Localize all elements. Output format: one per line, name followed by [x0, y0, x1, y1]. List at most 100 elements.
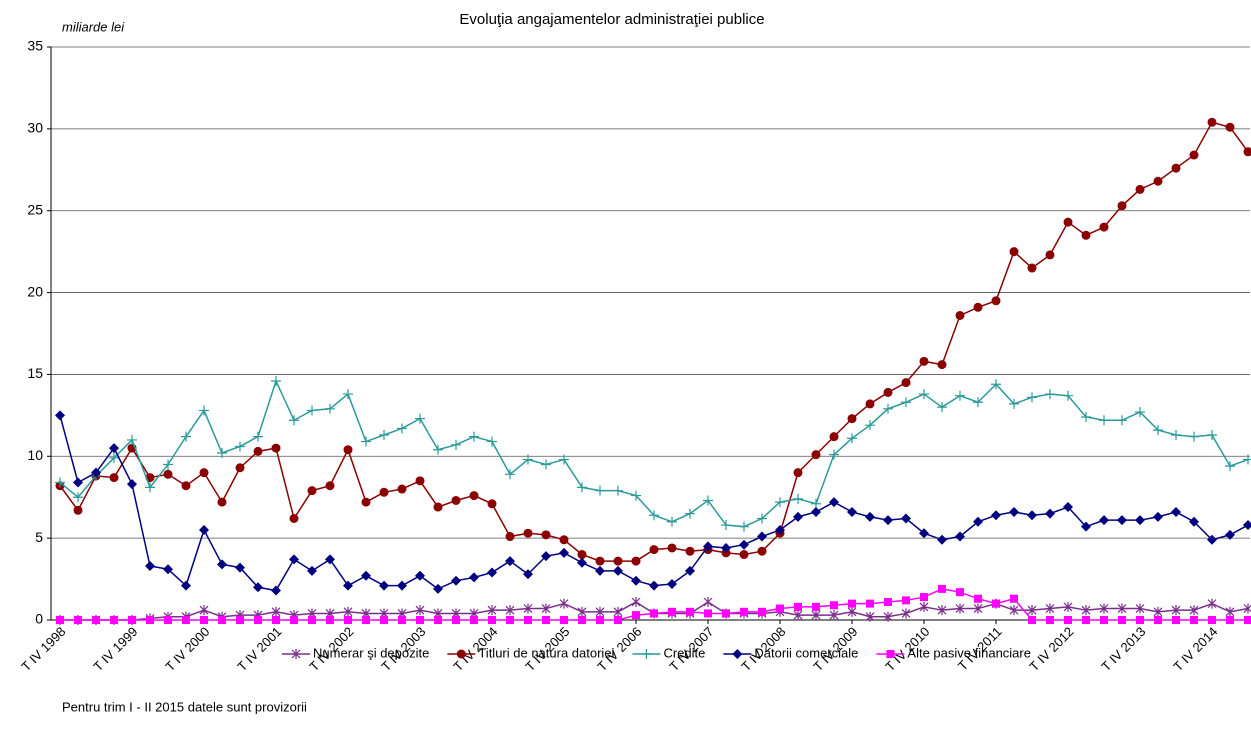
marker: [272, 616, 280, 624]
marker: [290, 616, 298, 624]
marker: [218, 616, 226, 624]
marker: [595, 485, 605, 496]
marker: [487, 567, 497, 578]
marker: [919, 356, 929, 366]
marker: [577, 606, 587, 617]
marker: [1190, 616, 1198, 624]
marker: [886, 650, 895, 658]
y-tick-label: 15: [27, 365, 43, 381]
marker: [1225, 461, 1235, 472]
marker: [866, 599, 874, 608]
marker: [919, 528, 929, 539]
marker: [722, 609, 730, 618]
marker: [578, 616, 586, 624]
marker: [343, 580, 353, 591]
marker: [1172, 616, 1180, 624]
marker: [343, 389, 353, 400]
y-axis-label: miliarde lei: [62, 19, 125, 34]
marker: [541, 530, 551, 540]
marker: [505, 556, 515, 567]
footnote: Pentru trim I - II 2015 datele sunt prov…: [62, 699, 307, 714]
marker: [289, 513, 299, 523]
marker: [559, 454, 569, 465]
marker: [271, 375, 281, 386]
marker: [559, 598, 569, 609]
marker: [649, 545, 659, 555]
marker: [307, 565, 317, 576]
marker: [1009, 247, 1019, 257]
marker: [1189, 431, 1199, 442]
marker: [721, 520, 731, 531]
marker: [667, 516, 677, 527]
marker: [379, 580, 389, 591]
marker: [577, 557, 587, 568]
marker: [937, 402, 947, 413]
marker: [596, 616, 604, 624]
marker: [1189, 150, 1199, 160]
marker: [343, 606, 353, 617]
marker: [577, 550, 587, 560]
marker: [829, 497, 839, 508]
marker: [487, 605, 497, 616]
marker: [1226, 616, 1234, 624]
marker: [398, 616, 406, 624]
marker: [704, 609, 712, 618]
marker: [1027, 605, 1037, 616]
marker: [487, 499, 497, 509]
marker: [848, 599, 856, 608]
marker: [847, 433, 857, 444]
marker: [254, 616, 262, 624]
marker: [559, 547, 569, 558]
legend-item: Credite: [632, 645, 705, 660]
marker: [451, 495, 461, 505]
marker: [308, 616, 316, 624]
y-tick-label: 25: [27, 201, 43, 217]
y-tick-label: 20: [27, 283, 43, 299]
marker: [523, 528, 533, 538]
marker: [1225, 529, 1235, 540]
marker: [1010, 594, 1018, 603]
marker: [506, 616, 514, 624]
marker: [344, 616, 352, 624]
marker: [991, 296, 1001, 306]
marker: [847, 606, 857, 617]
marker: [721, 542, 731, 553]
marker: [703, 495, 713, 506]
marker: [1208, 616, 1216, 624]
marker: [271, 606, 281, 617]
marker: [757, 546, 767, 556]
marker: [919, 601, 929, 612]
marker: [469, 572, 479, 583]
marker: [1117, 201, 1127, 211]
marker: [901, 397, 911, 408]
marker: [379, 487, 389, 497]
marker: [145, 482, 155, 493]
marker: [973, 397, 983, 408]
marker: [127, 479, 137, 490]
marker: [145, 560, 155, 571]
marker: [523, 454, 533, 465]
marker: [1028, 616, 1036, 624]
marker: [1207, 117, 1217, 127]
marker: [307, 405, 317, 416]
marker: [847, 506, 857, 517]
marker: [829, 432, 839, 442]
marker: [164, 616, 172, 624]
y-tick-label: 30: [27, 120, 43, 136]
marker: [793, 511, 803, 522]
marker: [1225, 606, 1235, 617]
marker: [182, 616, 190, 624]
marker: [109, 443, 119, 454]
marker: [1045, 250, 1055, 260]
marker: [560, 616, 568, 624]
marker: [74, 616, 82, 624]
marker: [776, 604, 784, 613]
marker: [469, 491, 479, 501]
marker: [253, 446, 263, 456]
marker: [811, 610, 821, 621]
marker: [1189, 605, 1199, 616]
legend-item: Numerar şi depozite: [282, 645, 429, 660]
marker: [1153, 606, 1163, 617]
y-tick-label: 10: [27, 447, 43, 463]
marker: [973, 603, 983, 614]
